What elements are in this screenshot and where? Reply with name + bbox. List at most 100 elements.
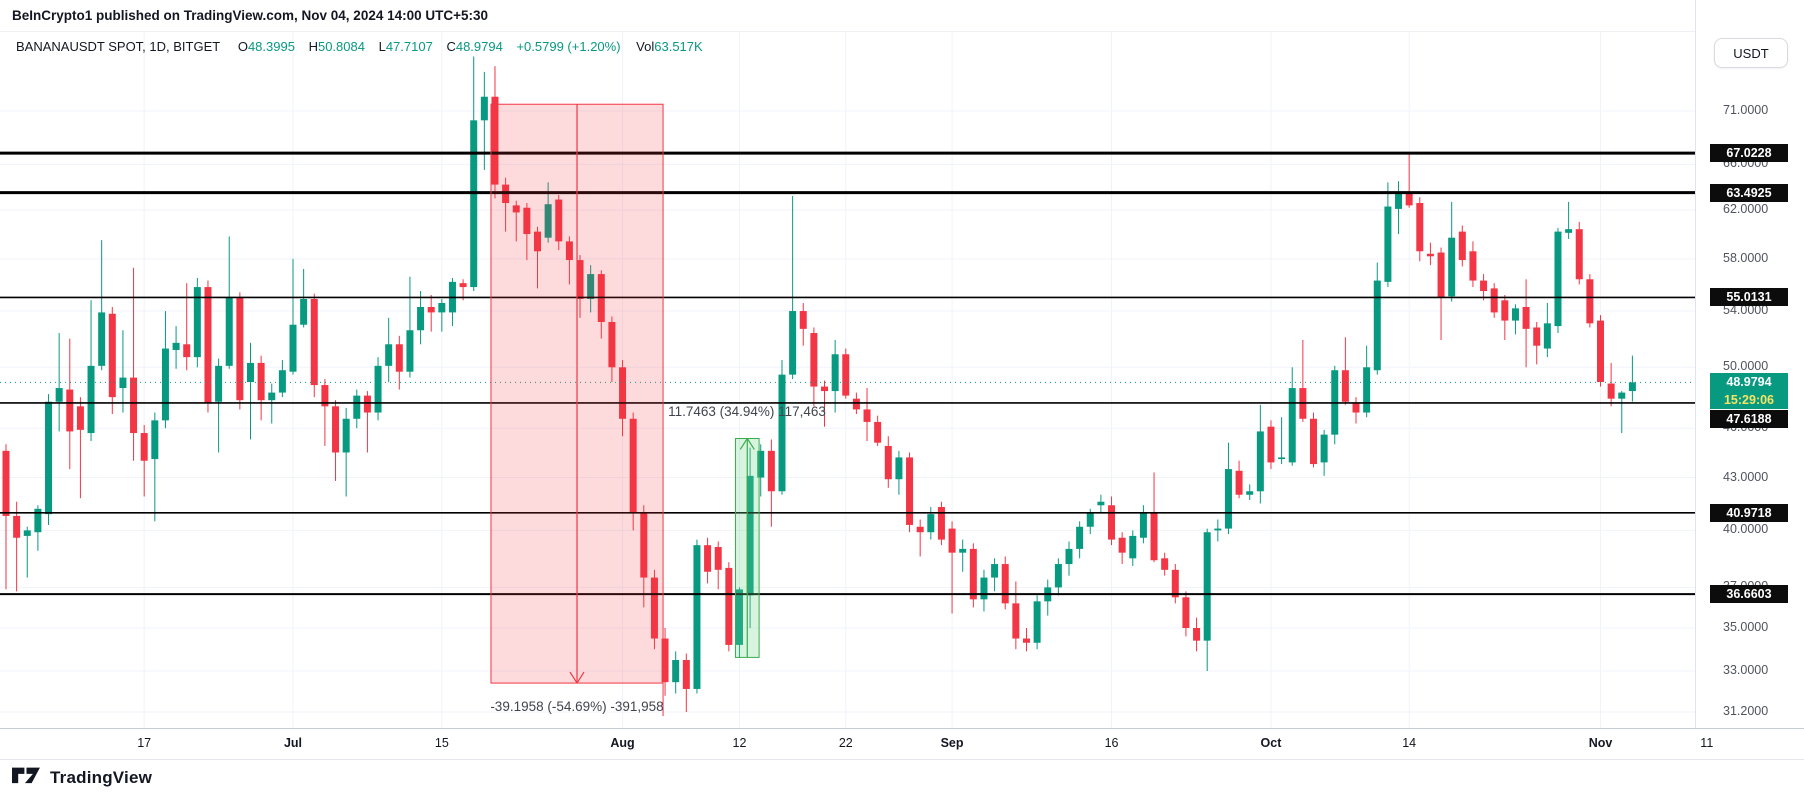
high-value: 50.8084: [317, 39, 365, 54]
candle-body: [87, 365, 95, 434]
candle-body: [906, 457, 914, 525]
candle-body: [1458, 231, 1466, 261]
candle-body: [130, 377, 138, 434]
candle-body: [746, 475, 754, 596]
candle-body: [544, 204, 552, 238]
candle-body: [587, 274, 595, 299]
candle-body: [1256, 431, 1264, 492]
candle-body: [937, 507, 945, 540]
candle-body: [1203, 532, 1211, 641]
tradingview-attribution[interactable]: TradingView: [12, 767, 152, 789]
volume-value: 63.517K: [654, 39, 703, 54]
candle-body: [395, 344, 403, 372]
time-tick-label[interactable]: Oct: [1260, 736, 1282, 750]
candle-body: [289, 324, 297, 372]
candle-body: [427, 306, 435, 313]
candle-body: [459, 283, 467, 288]
time-tick-label[interactable]: Sep: [940, 736, 964, 750]
candle-body: [1384, 206, 1392, 282]
candle-body: [1352, 403, 1360, 413]
time-tick-label[interactable]: 12: [732, 736, 747, 750]
candle-body: [1267, 426, 1275, 463]
candle-body: [629, 418, 637, 513]
down-arrowhead: [576, 671, 585, 684]
candle-body: [821, 386, 829, 392]
candle-body: [1597, 320, 1604, 383]
header-separator: [0, 31, 1804, 32]
time-tick-label[interactable]: 11: [1700, 736, 1714, 750]
candle-body: [1341, 370, 1349, 402]
currency-toggle-button[interactable]: USDT: [1714, 38, 1788, 68]
candle-body: [842, 354, 850, 396]
candle-body: [1012, 603, 1020, 639]
candle-body: [23, 530, 31, 536]
candle-body: [236, 297, 244, 401]
candle-body: [1490, 288, 1498, 313]
candle-body: [1522, 306, 1530, 329]
candle-body: [1586, 279, 1594, 324]
candle-body: [1288, 388, 1296, 463]
candle-body: [1097, 501, 1105, 506]
candle-body: [895, 457, 903, 480]
candle-body: [1193, 628, 1201, 641]
candle-body: [417, 306, 425, 331]
candle-body: [470, 120, 478, 288]
time-axis[interactable]: 17 Jul 15 Aug 12 22 Sep 16 Oct 14 Nov 11: [0, 728, 1804, 760]
candle-body: [948, 528, 956, 553]
candle-body: [1139, 512, 1147, 538]
candle-body: [1469, 251, 1477, 281]
candle-body: [640, 512, 648, 578]
candle-body: [332, 406, 340, 453]
time-tick-label[interactable]: Nov: [1588, 736, 1613, 750]
candle-body: [534, 231, 541, 252]
candle-body: [991, 564, 999, 578]
candle-body: [810, 333, 818, 387]
candle-body: [2, 450, 10, 516]
time-tick-label[interactable]: 22: [838, 736, 853, 750]
candle-body: [619, 367, 627, 419]
symbol-title[interactable]: BANANAUSDT SPOT, 1D, BITGET: [16, 39, 221, 54]
price-tick-label: 31.2000: [1723, 704, 1769, 718]
time-tick-label[interactable]: 14: [1402, 736, 1417, 750]
candle-body: [661, 638, 669, 683]
candle-body: [183, 344, 191, 358]
price-tick-label: 50.0000: [1723, 359, 1769, 374]
time-tick-label[interactable]: 16: [1104, 736, 1119, 750]
candle-body: [1054, 564, 1062, 588]
candle-body: [1501, 300, 1509, 321]
price-tick-label: 58.0000: [1723, 250, 1769, 265]
candle-body: [34, 508, 42, 533]
candle-body: [13, 515, 21, 538]
candle-body: [725, 567, 733, 645]
price-level-badge: 63.4925: [1710, 183, 1788, 202]
candle-body: [45, 401, 53, 515]
price-level-badge: 55.0131: [1710, 288, 1788, 307]
candle-body: [789, 311, 797, 375]
price-axis[interactable]: USDT 48.9794 15:29:06 71.0000 66.0000 62.0…: [1695, 0, 1804, 758]
time-tick-label[interactable]: Jul: [283, 736, 303, 750]
candle-body: [799, 311, 807, 329]
candle-body: [119, 377, 127, 389]
up-arrowhead: [746, 438, 755, 450]
candle-body: [608, 321, 616, 368]
candle-body: [1224, 469, 1232, 529]
candlestick-chart-canvas[interactable]: [0, 0, 1804, 758]
candle-body: [959, 548, 967, 553]
price-tick-label: 62.0000: [1723, 202, 1769, 217]
candle-body: [969, 548, 977, 600]
symbol-legend[interactable]: BANANAUSDT SPOT, 1D, BITGET O48.3995 H50…: [16, 39, 713, 54]
time-tick-label[interactable]: 15: [434, 736, 449, 750]
candle-body: [1405, 193, 1413, 206]
candle-body: [778, 374, 786, 492]
candle-body: [1363, 367, 1371, 413]
candle-body: [1118, 537, 1126, 553]
time-tick-label[interactable]: Aug: [610, 736, 635, 750]
candle-body: [767, 450, 775, 492]
price-range-down-label: -39.1958 (-54.69%) -391,958: [490, 699, 664, 714]
candle-body: [1554, 231, 1562, 327]
candle-body: [1618, 392, 1626, 399]
time-tick-label[interactable]: 17: [137, 736, 152, 750]
candle-body: [342, 418, 350, 453]
candle-body: [1246, 491, 1254, 495]
candle-body: [1022, 638, 1030, 643]
